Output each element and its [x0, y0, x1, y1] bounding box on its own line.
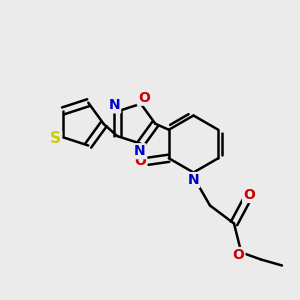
Text: O: O: [138, 91, 150, 105]
Text: O: O: [134, 154, 146, 168]
Text: N: N: [188, 173, 199, 187]
Text: N: N: [134, 144, 145, 158]
Text: O: O: [243, 188, 255, 202]
Text: S: S: [50, 131, 61, 146]
Text: N: N: [109, 98, 120, 112]
Text: O: O: [232, 248, 244, 262]
